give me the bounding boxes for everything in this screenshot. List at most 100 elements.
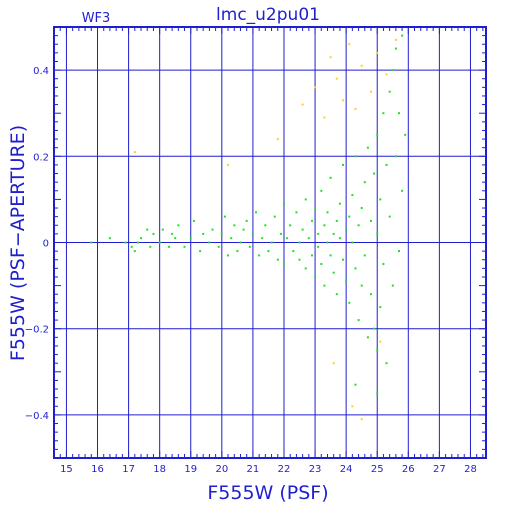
- scatter-point-green: [385, 163, 388, 166]
- scatter-point-green: [192, 219, 195, 222]
- scatter-point-green: [130, 245, 133, 248]
- scatter-point-green: [329, 254, 332, 257]
- scatter-point-green: [345, 228, 348, 231]
- scatter-point-green: [357, 319, 360, 322]
- scatter-point-green: [298, 241, 301, 244]
- scatter-point-green: [388, 90, 391, 93]
- x-tick-label: 22: [278, 464, 291, 475]
- scatter-point-green: [199, 250, 202, 253]
- x-tick-label: 26: [402, 464, 415, 475]
- scatter-point-yellow: [379, 340, 382, 343]
- scatter-point-green: [298, 258, 301, 261]
- x-tick-label: 16: [91, 464, 104, 475]
- scatter-point-green: [133, 250, 136, 253]
- scatter-point-green: [286, 237, 289, 240]
- scatter-point-green: [236, 250, 239, 253]
- scatter-point-yellow: [323, 116, 326, 119]
- scatter-point-yellow: [360, 418, 363, 421]
- scatter-point-green: [208, 241, 211, 244]
- scatter-point-green: [90, 241, 93, 244]
- scatter-point-green: [283, 263, 285, 265]
- scatter-point-green: [273, 215, 276, 218]
- scatter-point-green: [370, 219, 372, 222]
- scatter-point-yellow: [276, 138, 279, 141]
- scatter-point-green: [363, 254, 366, 257]
- scatter-point-green: [158, 241, 161, 244]
- panel-label: WF3: [82, 11, 111, 26]
- x-tick-labels: 15 16 17 18 19 20 21 22 23 24 25 26 27 28: [60, 464, 477, 475]
- y-tick-label: 0.2: [33, 152, 49, 163]
- scatter-point-green: [283, 202, 285, 205]
- scatter-point-green: [295, 211, 298, 214]
- scatter-point-green: [338, 202, 341, 205]
- scatter-point-green: [301, 228, 304, 231]
- scatter-point-green: [233, 224, 236, 227]
- scatter-point-green: [317, 245, 320, 248]
- scatter-point-yellow: [301, 103, 304, 106]
- scatter-point-green: [307, 237, 310, 240]
- scatter-point-green: [255, 211, 257, 214]
- scatter-point-yellow: [348, 43, 351, 46]
- scatter-point-green: [360, 284, 363, 287]
- scatter-point-yellow: [376, 51, 379, 54]
- scatter-point-green: [146, 228, 149, 231]
- scatter-point-green: [202, 232, 205, 235]
- x-tick-label: 19: [184, 464, 197, 475]
- scatter-point-green: [394, 155, 397, 158]
- scatter-point-yellow: [360, 64, 363, 67]
- scatter-point-green: [326, 241, 329, 244]
- x-tick-label: 24: [340, 464, 353, 475]
- chart-title: lmc_u2pu01: [216, 5, 320, 25]
- scatter-point-green: [245, 219, 248, 222]
- scatter-point-yellow: [227, 163, 229, 166]
- scatter-point-green: [379, 306, 382, 309]
- scatter-point-green: [342, 163, 344, 166]
- scatter-point-green: [404, 133, 407, 136]
- y-tick-labels: −0.4 −0.2 0 0.2 0.4: [25, 66, 49, 422]
- scatter-point-green: [264, 224, 267, 227]
- x-tick-label: 27: [433, 464, 446, 475]
- scatter-point-green: [345, 280, 348, 283]
- scatter-point-green: [223, 215, 226, 218]
- scatter-point-green: [242, 228, 245, 231]
- scatter-point-green: [376, 232, 379, 235]
- scatter-point-green: [373, 172, 376, 175]
- scatter-point-green: [267, 250, 270, 253]
- x-tick-label: 23: [309, 464, 322, 475]
- scatter-point-green: [276, 258, 279, 261]
- scatter-point-green: [373, 327, 376, 330]
- scatter-point-green: [329, 176, 332, 179]
- x-tick-label: 18: [153, 464, 166, 475]
- scatter-point-green: [326, 211, 329, 214]
- scatter-point-green: [370, 293, 372, 296]
- x-tick-label: 28: [464, 464, 477, 475]
- scatter-point-green: [189, 237, 192, 240]
- scatter-point-yellow: [351, 405, 354, 408]
- scatter-point-yellow: [385, 73, 388, 76]
- scatter-point-green: [391, 69, 394, 72]
- scatter-point-green: [385, 362, 388, 365]
- y-tick-label: 0: [43, 239, 49, 250]
- scatter-point-green: [292, 250, 295, 253]
- scatter-point-green: [248, 245, 251, 248]
- scatter-point-green: [335, 293, 338, 296]
- scatter-point-green: [351, 241, 354, 244]
- scatter-point-green: [136, 241, 139, 244]
- scatter-point-green: [270, 241, 273, 244]
- grid-lines: [54, 27, 486, 458]
- scatter-point-green: [376, 349, 379, 352]
- scatter-point-green: [382, 112, 385, 115]
- scatter-point-green: [357, 224, 360, 227]
- x-tick-label: 17: [122, 464, 135, 475]
- scatter-point-green: [323, 284, 326, 287]
- scatter-point-green: [258, 254, 261, 257]
- scatter-point-green: [338, 237, 341, 240]
- scatter-point-green: [398, 250, 400, 253]
- x-tick-label: 25: [371, 464, 384, 475]
- x-tick-label: 15: [60, 464, 73, 475]
- scatter-point-green: [177, 224, 180, 227]
- scatter-point-green: [168, 245, 170, 248]
- scatter-point-yellow: [314, 86, 317, 89]
- scatter-point-green: [398, 112, 400, 115]
- scatter-point-green: [354, 155, 357, 158]
